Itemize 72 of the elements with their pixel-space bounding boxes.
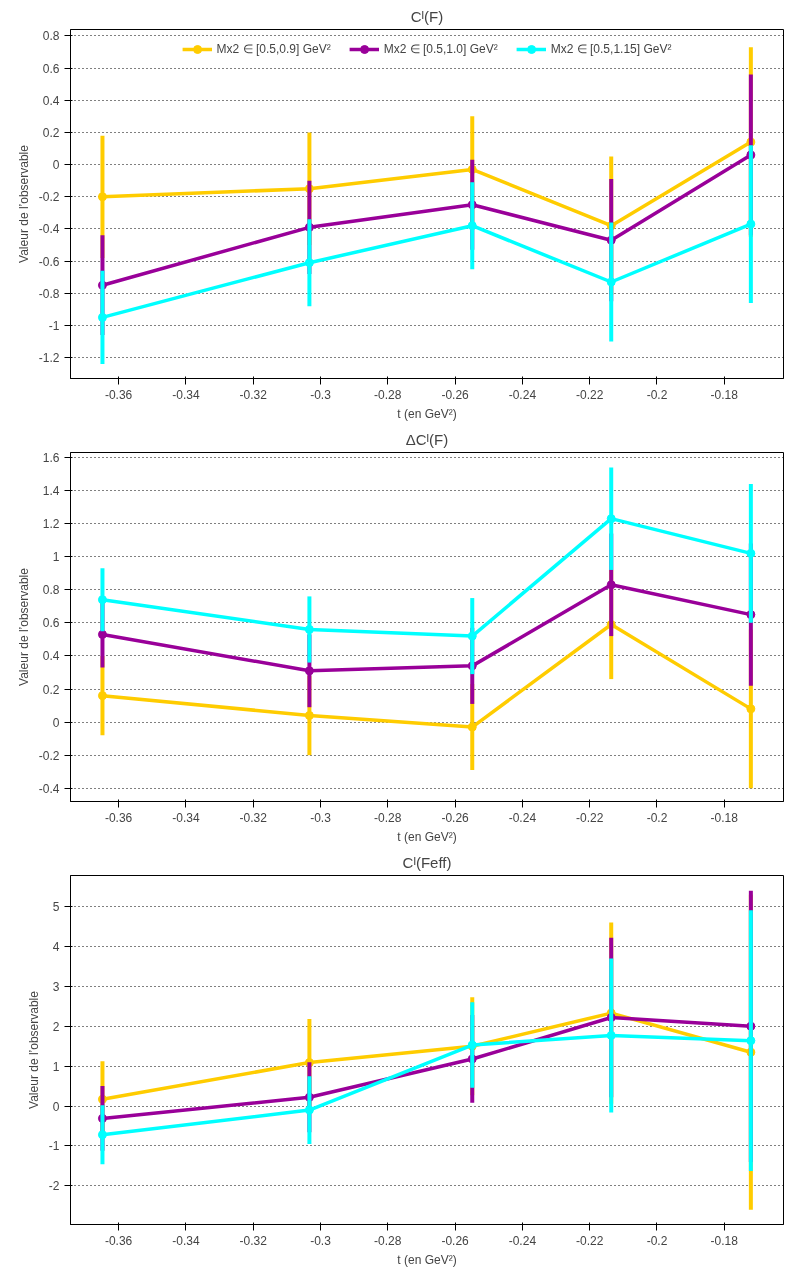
y-tick-label: 0.4 [42, 649, 60, 664]
y-tick-label: 0 [52, 158, 60, 173]
x-tick-label: -0.34 [172, 1233, 200, 1248]
x-tick-label: -0.3 [310, 387, 332, 402]
x-tick-label: -0.3 [310, 1233, 332, 1248]
x-tick-label: -0.18 [710, 387, 739, 402]
y-tick-label: -0.2 [38, 190, 60, 205]
x-tick-label: -0.24 [508, 387, 537, 402]
y-axis-title: Valeur de l’observable [16, 144, 31, 263]
x-tick-label: -0.36 [104, 1233, 133, 1248]
y-tick-label: 0.2 [42, 682, 60, 697]
y-tick-label: -1.2 [38, 351, 60, 366]
y-axis-title: Valeur de l’observable [26, 990, 41, 1109]
x-tick-label: -0.32 [239, 810, 268, 825]
y-tick-label: 0.8 [42, 583, 60, 598]
x-tick-label: -0.34 [172, 387, 200, 402]
x-tick-label: -0.18 [710, 1233, 739, 1248]
x-tick-label: -0.2 [646, 387, 668, 402]
y-tick-label: -0.2 [38, 748, 60, 763]
x-tick-label: -0.36 [104, 387, 133, 402]
x-tick-label: -0.28 [374, 810, 402, 825]
y-tick-label: 0 [52, 1099, 60, 1114]
x-tick-label: -0.24 [508, 1233, 537, 1248]
x-axis-title: t (en GeV²) [397, 829, 457, 844]
y-tick-label: -1 [48, 1139, 60, 1154]
y-tick-label: -2 [48, 1179, 60, 1194]
y-tick-label: 1.4 [42, 484, 60, 499]
y-tick-label: 4 [52, 940, 60, 954]
x-tick-label: -0.24 [508, 810, 537, 825]
x-tick-label: -0.26 [441, 1233, 470, 1248]
y-tick-label: 1 [52, 1059, 60, 1074]
y-tick-label: 0 [52, 715, 60, 730]
y-tick-label: -0.6 [38, 254, 60, 269]
x-tick-label: -0.2 [646, 1233, 668, 1248]
x-tick-label: -0.28 [374, 1233, 402, 1248]
y-tick-label: -0.8 [38, 286, 60, 301]
legend-label: Mx2 ∈ [0.5,1.0] GeV² [383, 42, 498, 56]
y-tick-label: -0.4 [38, 781, 60, 796]
x-tick-label: -0.26 [441, 387, 470, 402]
y-tick-label: 1.6 [42, 450, 60, 465]
chart-title: Cᴵ(Feff) [402, 853, 452, 871]
y-tick-label: 0.6 [42, 616, 60, 631]
y-tick-label: 1.2 [42, 517, 60, 532]
x-tick-label: -0.22 [576, 387, 604, 402]
x-axis-title: t (en GeV²) [397, 1252, 457, 1267]
x-tick-label: -0.18 [710, 810, 739, 825]
x-axis-title: t (en GeV²) [397, 406, 457, 421]
y-tick-label: 0.4 [42, 93, 60, 108]
y-tick-label: 3 [52, 979, 60, 994]
y-tick-label: 2 [52, 1019, 60, 1034]
x-tick-label: -0.36 [104, 810, 133, 825]
y-tick-label: 0.6 [42, 61, 60, 76]
y-tick-label: 0.8 [42, 29, 60, 44]
x-tick-label: -0.32 [239, 1233, 268, 1248]
x-tick-label: -0.28 [374, 387, 402, 402]
x-tick-label: -0.34 [172, 810, 200, 825]
x-tick-label: -0.22 [576, 1233, 604, 1248]
chart-title: Cᴵ(F) [410, 7, 444, 25]
y-tick-label: -1 [48, 318, 60, 333]
y-axis-title: Valeur de l’observable [16, 567, 31, 686]
y-tick-label: 5 [52, 900, 60, 915]
x-tick-label: -0.22 [576, 810, 604, 825]
legend-label: Mx2 ∈ [0.5,1.15] GeV² [550, 42, 672, 56]
y-tick-label: 0.2 [42, 125, 60, 140]
legend-label: Mx2 ∈ [0.5,0.9] GeV² [216, 42, 331, 56]
x-tick-label: -0.3 [310, 810, 332, 825]
y-tick-label: -0.4 [38, 222, 60, 237]
x-tick-label: -0.26 [441, 810, 470, 825]
y-tick-label: 1 [52, 550, 60, 565]
chart-title: ΔCᴵ(F) [405, 430, 449, 448]
x-tick-label: -0.32 [239, 387, 268, 402]
x-tick-label: -0.2 [646, 810, 668, 825]
